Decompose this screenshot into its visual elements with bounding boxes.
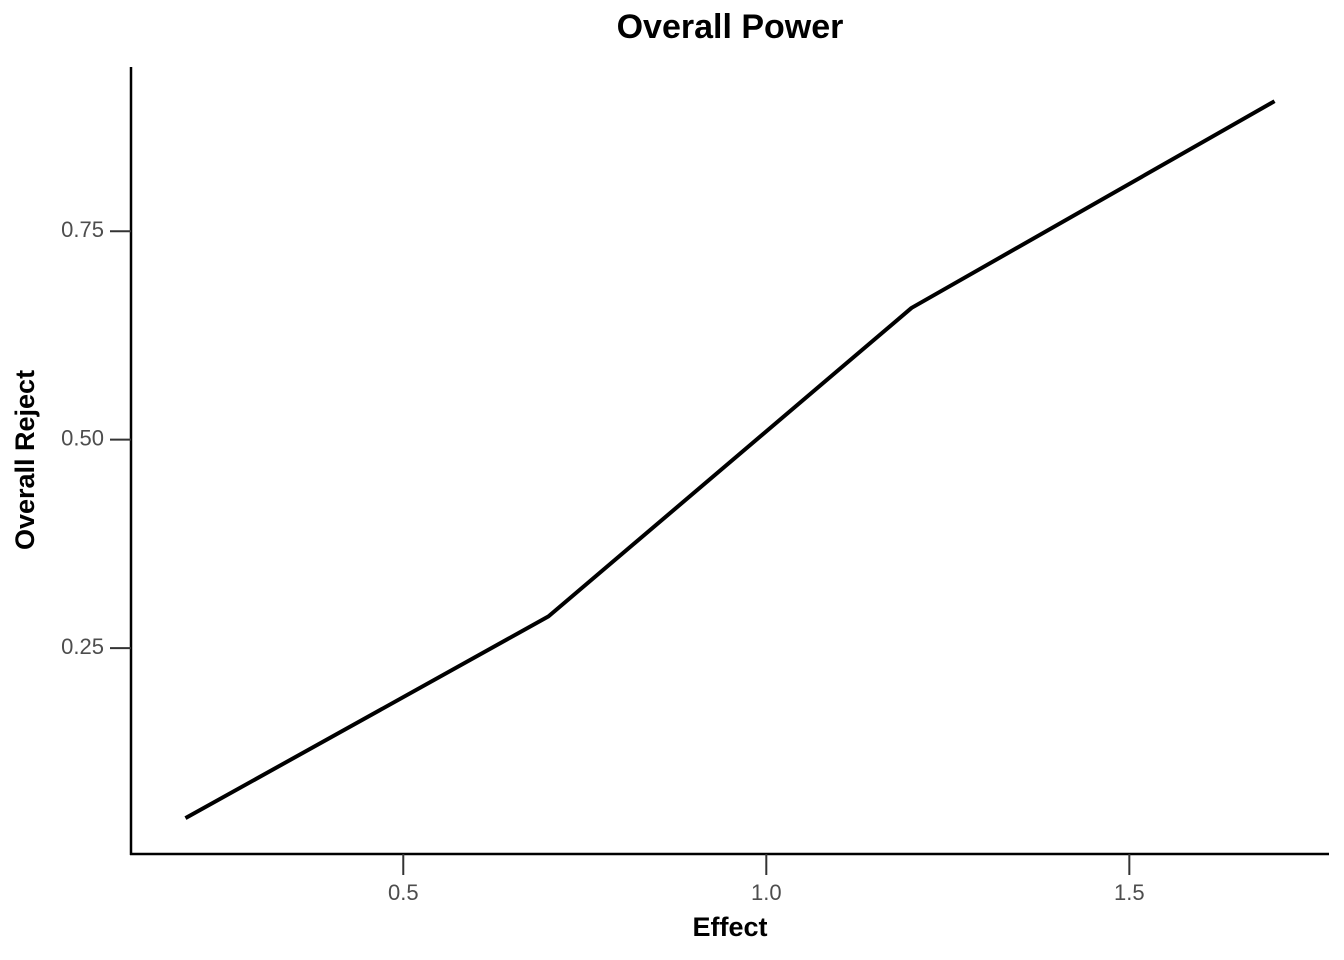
y-tick-label: 0.50	[61, 425, 104, 450]
y-axis-title: Overall Reject	[10, 370, 40, 550]
x-tick-label: 1.5	[1114, 880, 1145, 905]
y-tick-label: 0.25	[61, 634, 104, 659]
x-tick-label: 0.5	[388, 880, 419, 905]
line	[184, 99, 1276, 820]
x-tick-label: 1.0	[751, 880, 782, 905]
y-tick-label: 0.75	[61, 217, 104, 242]
chart-title: Overall Power	[617, 8, 844, 46]
x-axis-title: Effect	[692, 912, 767, 942]
